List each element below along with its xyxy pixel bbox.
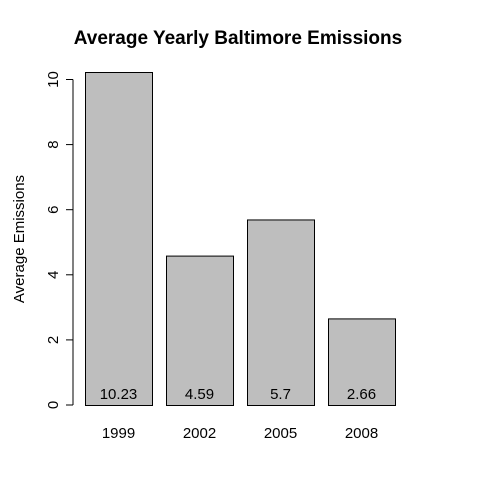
x-axis-labels: 1999 2002 2005 2008 xyxy=(102,425,378,442)
bar-value-label: 2.66 xyxy=(347,386,376,403)
y-axis-label: Average Emissions xyxy=(11,175,28,303)
y-axis: 0 2 4 6 8 10 xyxy=(45,71,73,409)
chart-title: Average Yearly Baltimore Emissions xyxy=(74,28,402,49)
x-tick-label: 2008 xyxy=(345,425,378,442)
x-tick-label: 1999 xyxy=(102,425,135,442)
bar-value-label: 5.7 xyxy=(270,386,291,403)
y-tick-label: 4 xyxy=(45,271,62,279)
x-tick-label: 2002 xyxy=(183,425,216,442)
y-tick-label: 10 xyxy=(45,71,62,88)
y-tick-label: 8 xyxy=(45,140,62,148)
y-tick-label: 6 xyxy=(45,206,62,214)
y-tick-label: 2 xyxy=(45,336,62,344)
bar-1999 xyxy=(86,73,153,406)
bar-2002 xyxy=(167,256,234,405)
bars xyxy=(86,73,396,406)
bar-2005 xyxy=(248,220,315,406)
y-tick-label: 0 xyxy=(45,401,62,409)
bar-value-label: 4.59 xyxy=(185,386,214,403)
x-tick-label: 2005 xyxy=(264,425,297,442)
bar-value-label: 10.23 xyxy=(100,386,138,403)
